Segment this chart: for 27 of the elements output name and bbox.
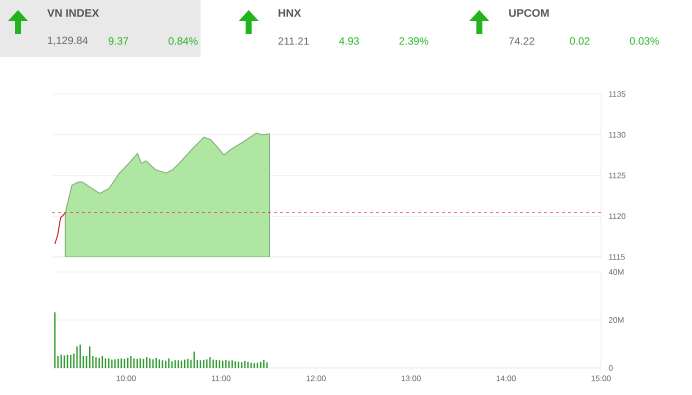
text: 0.03%	[630, 37, 659, 45]
y-tick-label: 1130	[609, 132, 626, 138]
text: 211.21	[278, 37, 309, 45]
text: 1,129.84	[48, 36, 88, 46]
text: 9.37	[108, 37, 128, 45]
text: 74.22	[509, 37, 534, 45]
y-tick-label: 20M	[608, 317, 624, 323]
y-tick-label: 1135	[609, 91, 626, 97]
x-tick-label: 12:00	[306, 376, 326, 382]
text: HNX	[278, 9, 302, 17]
text: UPCOM	[509, 9, 549, 17]
text: 2.39%	[399, 37, 428, 45]
text: VN INDEX	[47, 9, 100, 17]
y-tick-label: 0	[608, 365, 613, 371]
x-tick-label: 13:00	[402, 376, 421, 382]
y-tick-label: 1125	[609, 172, 626, 178]
x-tick-label: 11:00	[212, 376, 230, 382]
y-tick-label: 1115	[609, 254, 625, 260]
text: 0.84%	[168, 37, 198, 45]
text: 4.93	[339, 37, 359, 45]
x-tick-label: 14:00	[496, 376, 516, 382]
y-tick-label: 40M	[608, 269, 624, 275]
x-tick-label: 10:00	[116, 376, 136, 382]
line-series	[54, 212, 66, 244]
x-tick-label: 15:00	[592, 376, 611, 382]
text: 0.02	[570, 37, 590, 45]
y-tick-label: 1120	[609, 213, 626, 220]
